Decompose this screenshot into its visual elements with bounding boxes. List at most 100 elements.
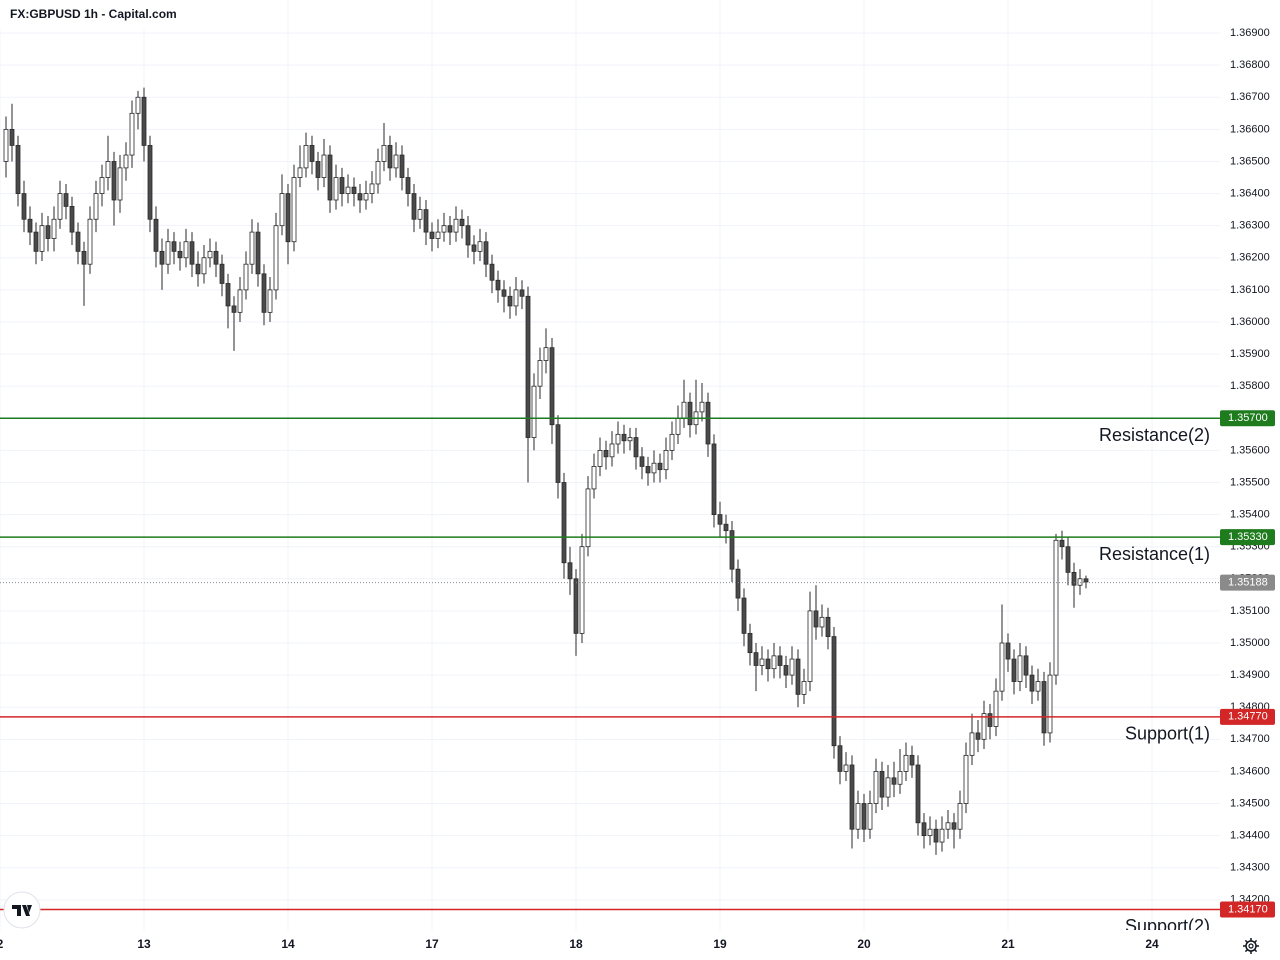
level-label: Resistance(1): [1099, 544, 1210, 564]
candle-body: [105, 161, 111, 178]
candle-body: [861, 803, 867, 830]
candle-body: [1005, 642, 1011, 660]
candle-body: [39, 225, 45, 252]
candle-body: [531, 385, 537, 438]
candle-body: [285, 193, 291, 243]
candle-body: [663, 449, 669, 471]
candle-body: [141, 96, 147, 146]
candle-body: [525, 295, 531, 438]
candle-body: [873, 771, 879, 804]
x-tick-label: 18: [569, 937, 583, 951]
candle-body: [687, 401, 693, 426]
x-tick-label: 13: [137, 937, 151, 951]
candle-body: [891, 777, 897, 785]
candle-body: [651, 462, 657, 474]
candle-body: [189, 241, 195, 265]
x-tick-label: 17: [425, 937, 439, 951]
candle-body: [363, 193, 369, 201]
candle-body: [831, 636, 837, 747]
price-tag: [1220, 529, 1275, 546]
candle-body: [339, 177, 345, 194]
candle-body: [885, 777, 891, 798]
candle-body: [1017, 655, 1023, 682]
candle-body: [15, 145, 21, 194]
y-tick-label: 1.36900: [1230, 27, 1270, 39]
candle-body: [447, 225, 453, 233]
y-tick-label: 1.34900: [1230, 669, 1270, 681]
chart-title: FX:GBPUSD 1h - Capital.com: [10, 7, 177, 21]
candle-body: [549, 347, 555, 426]
candle-body: [63, 193, 69, 207]
candle-body: [399, 154, 405, 178]
y-tick-label: 1.36600: [1230, 123, 1270, 135]
candle-body: [741, 597, 747, 634]
candle-body: [993, 690, 999, 727]
candle-body: [1029, 674, 1035, 692]
candle-body: [261, 273, 267, 313]
candle-body: [627, 437, 633, 442]
candle-body: [561, 482, 567, 564]
candle-body: [315, 161, 321, 178]
candle-body: [825, 616, 831, 637]
candle-body: [435, 231, 441, 239]
candle-body: [783, 665, 789, 676]
candle-body: [1077, 578, 1083, 586]
candle-body: [87, 218, 93, 265]
candle-body: [219, 263, 225, 284]
candle-body: [165, 241, 171, 265]
candle-body: [231, 305, 237, 313]
candle-body: [957, 803, 963, 830]
y-tick-label: 1.36800: [1230, 59, 1270, 71]
candle-body: [489, 263, 495, 281]
candle-body: [477, 241, 483, 252]
candle-body: [471, 244, 477, 252]
candle-body: [519, 289, 525, 297]
candle-body: [723, 523, 729, 532]
candle-body: [225, 283, 231, 307]
candle-body: [1083, 578, 1089, 583]
candle-body: [843, 764, 849, 772]
candle-body: [441, 225, 447, 233]
candle-body: [129, 112, 135, 156]
candle-body: [795, 658, 801, 695]
tv-logo: [3, 891, 41, 929]
candle-body: [69, 206, 75, 233]
candle-body: [1023, 655, 1029, 676]
settings-icon[interactable]: [1243, 938, 1259, 954]
candle-body: [57, 193, 63, 220]
candle-body: [51, 218, 57, 239]
y-tick-label: 1.36100: [1230, 284, 1270, 296]
y-tick-label: 1.34300: [1230, 862, 1270, 874]
candle-body: [999, 642, 1005, 692]
price-tag-label: 1.35330: [1228, 531, 1268, 543]
candle-body: [417, 209, 423, 220]
candle-body: [93, 193, 99, 220]
candle-body: [273, 225, 279, 291]
candle-body: [591, 466, 597, 490]
price-tag-label: 1.34770: [1228, 711, 1268, 723]
candle-body: [855, 803, 861, 830]
plot-area: Resistance(2) Resistance(1) Support(1) Supp…: [0, 87, 1220, 930]
candle-body: [75, 231, 81, 252]
candle-body: [123, 154, 129, 169]
candle-body: [147, 145, 153, 220]
candle-body: [915, 764, 921, 824]
level-label: Support(1): [1125, 724, 1210, 744]
candle-body: [1041, 681, 1047, 734]
candle-body: [711, 443, 717, 515]
candle-body: [465, 225, 471, 246]
candle-body: [771, 655, 777, 670]
candle-body: [459, 218, 465, 227]
candle-body: [765, 658, 771, 670]
y-tick-label: 1.36700: [1230, 91, 1270, 103]
candle-body: [1053, 539, 1059, 676]
candle-body: [747, 632, 753, 654]
candle-body: [171, 241, 177, 252]
candle-body: [393, 154, 399, 169]
candle-body: [237, 289, 243, 313]
y-tick-label: 1.34500: [1230, 797, 1270, 809]
candle-body: [99, 177, 105, 194]
candle-body: [657, 462, 663, 471]
